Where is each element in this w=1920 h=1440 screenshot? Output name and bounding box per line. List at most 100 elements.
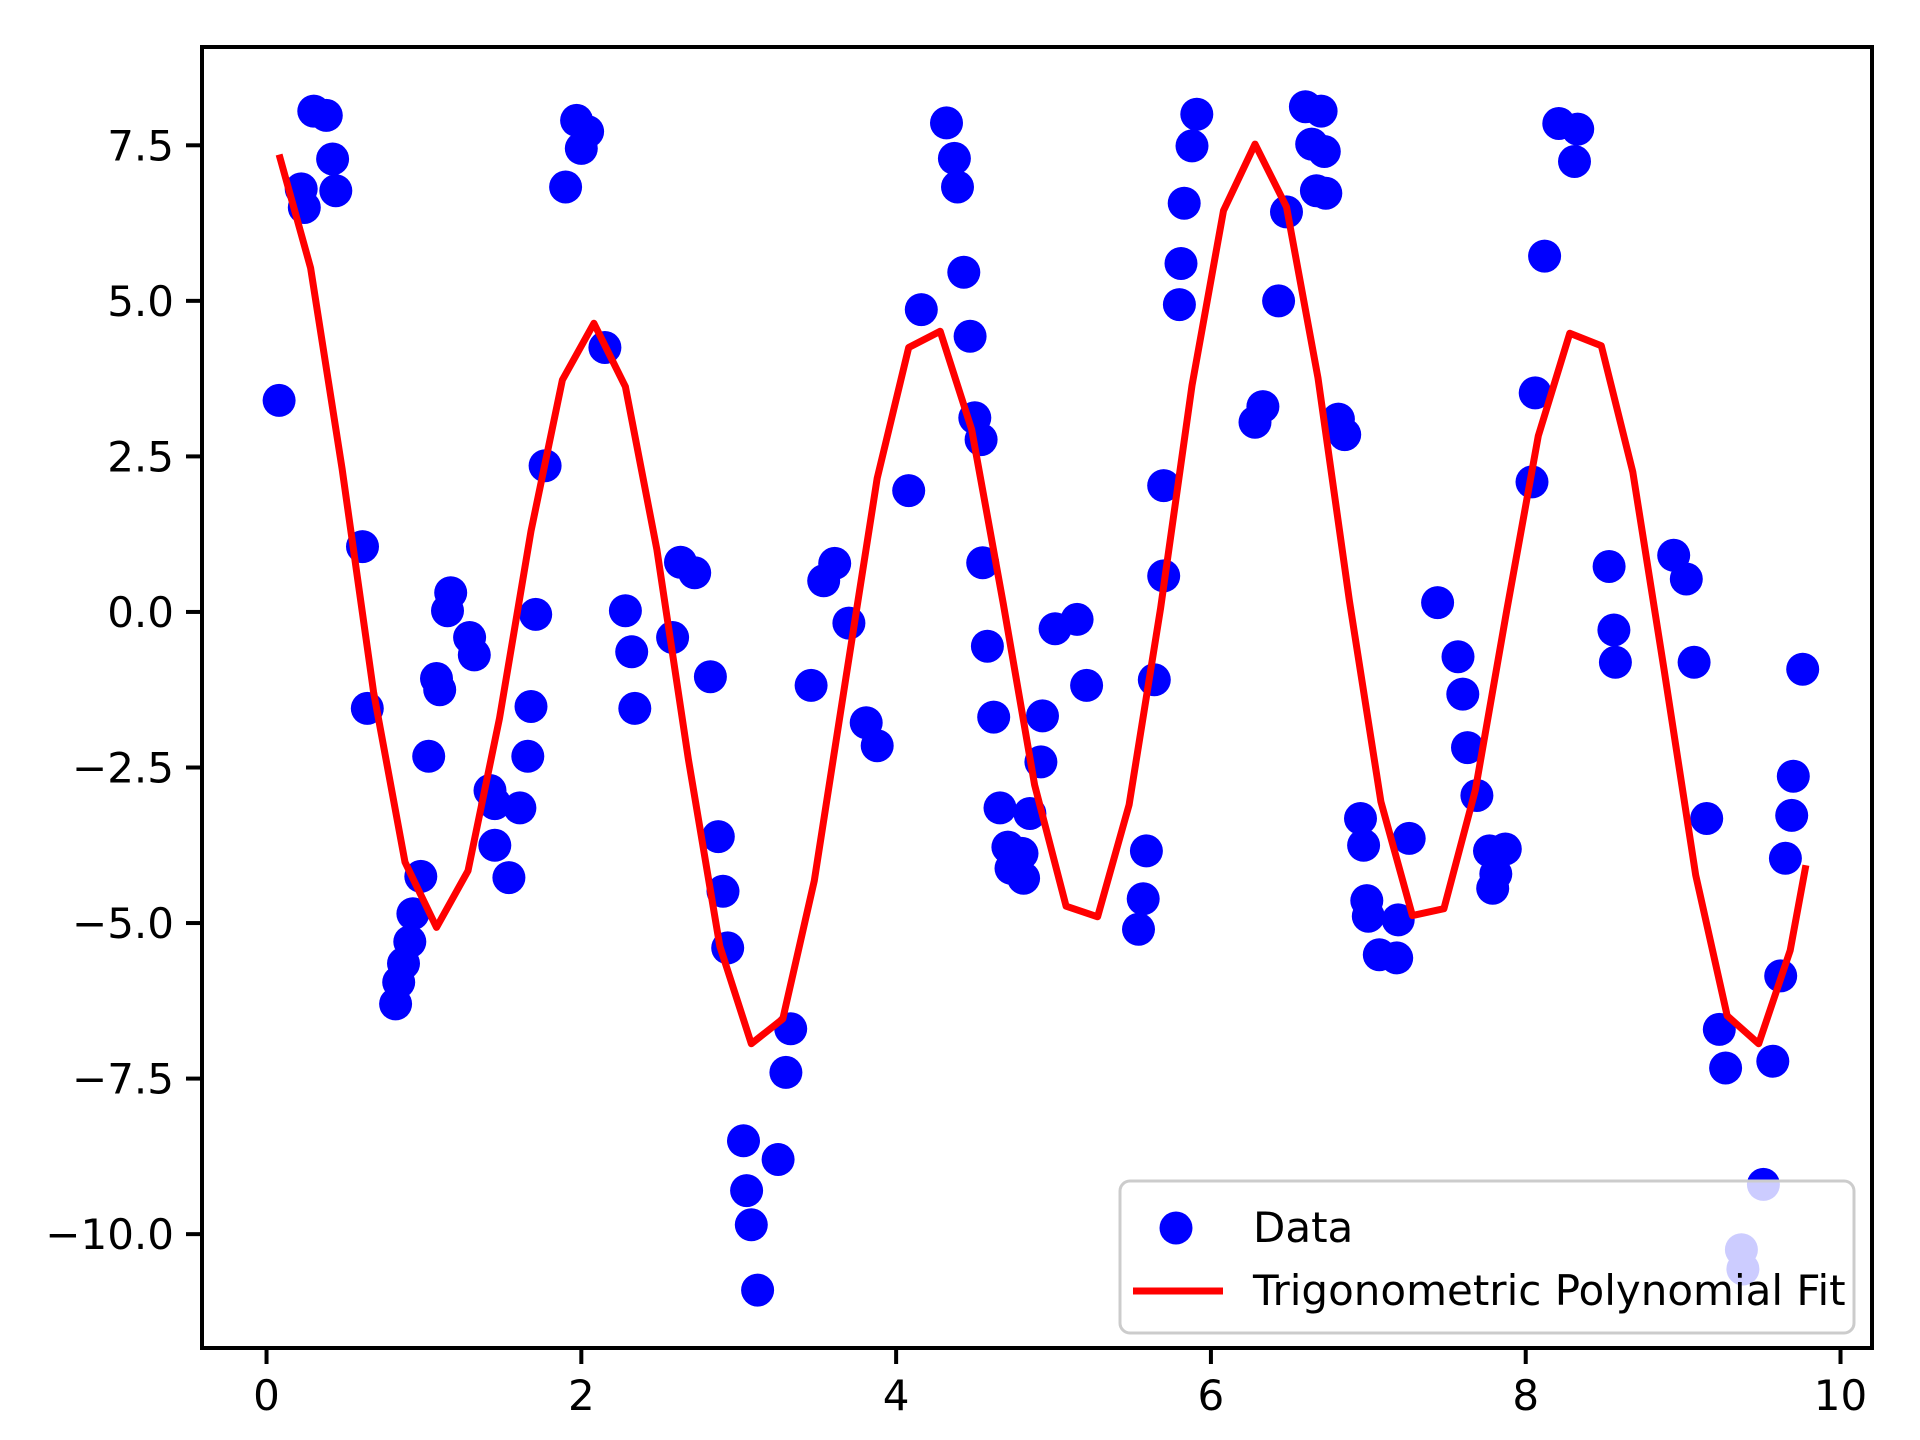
data-point <box>904 293 938 327</box>
data-point <box>1164 247 1198 280</box>
data-point <box>514 690 548 723</box>
data-point <box>1147 469 1181 503</box>
x-tick-label: 4 <box>883 1371 910 1420</box>
data-point <box>741 1273 775 1307</box>
data-point <box>434 576 468 610</box>
data-point <box>511 739 545 773</box>
data-point <box>615 635 649 669</box>
data-point <box>1129 834 1163 868</box>
data-point <box>319 174 353 208</box>
data-point <box>1070 668 1104 702</box>
legend-label-fit: Trigonometric Polynomial Fit <box>1252 1266 1846 1315</box>
data-point <box>571 115 605 149</box>
data-point <box>1392 821 1426 855</box>
data-point <box>396 897 430 931</box>
data-point <box>941 170 974 204</box>
data-point <box>1451 731 1484 765</box>
data-point <box>608 594 642 628</box>
data-point <box>1528 239 1562 273</box>
data-point <box>1304 94 1338 128</box>
data-point <box>860 729 894 763</box>
data-point <box>832 606 866 640</box>
legend-box <box>1118 1179 1856 1335</box>
x-tick-label: 6 <box>1198 1371 1225 1420</box>
data-point <box>1167 186 1201 220</box>
data-point <box>892 474 926 508</box>
data-point <box>549 170 583 204</box>
data-point <box>977 700 1011 734</box>
y-tick-label: 5.0 <box>107 277 174 326</box>
data-point <box>1122 912 1155 946</box>
x-tick-label: 0 <box>253 1371 280 1420</box>
x-tick-label: 2 <box>568 1371 595 1420</box>
data-point <box>478 828 512 862</box>
data-point <box>774 1012 808 1046</box>
data-point <box>1180 97 1214 131</box>
data-point <box>1246 390 1280 424</box>
data-point <box>761 1143 795 1176</box>
data-point <box>1488 832 1522 866</box>
data-point <box>678 556 712 590</box>
data-point <box>1007 861 1041 895</box>
data-point <box>794 668 828 702</box>
data-point <box>262 383 296 417</box>
data-point <box>1677 645 1711 679</box>
data-point <box>818 546 852 580</box>
data-point <box>1307 135 1341 168</box>
data-point <box>693 660 727 694</box>
data-point <box>1775 798 1809 832</box>
data-point <box>1126 882 1160 916</box>
data-point <box>769 1055 803 1089</box>
data-point <box>930 106 963 140</box>
data-point <box>983 791 1017 825</box>
scatter-series <box>262 90 1820 1307</box>
data-point <box>1421 586 1455 620</box>
data-point <box>1558 145 1591 178</box>
data-point <box>309 98 343 132</box>
y-tick-label: 0.0 <box>107 588 174 637</box>
x-tick-label: 8 <box>1512 1371 1539 1420</box>
data-point <box>1446 677 1480 711</box>
data-point <box>734 1208 768 1242</box>
data-point <box>970 629 1004 663</box>
x-tick-label: 10 <box>1814 1371 1867 1420</box>
data-point <box>1669 562 1703 596</box>
data-point <box>423 673 457 707</box>
y-tick-label: 7.5 <box>107 121 174 170</box>
data-point <box>1344 802 1377 835</box>
data-point <box>947 255 981 289</box>
data-point <box>1262 284 1296 318</box>
data-point <box>1026 699 1059 733</box>
data-point <box>412 739 446 773</box>
data-point <box>1175 129 1209 163</box>
data-point <box>1162 288 1196 322</box>
data-point <box>1786 652 1820 686</box>
data-point <box>1309 176 1343 210</box>
data-point <box>1597 613 1631 647</box>
data-point <box>503 791 537 825</box>
fit-line-series <box>275 140 1810 1048</box>
data-point <box>1561 112 1595 146</box>
data-point <box>1598 645 1632 679</box>
data-point <box>457 638 491 672</box>
data-point <box>1381 903 1415 937</box>
y-tick-label: −2.5 <box>72 743 174 792</box>
legend: Data Trigonometric Polynomial Fit <box>1118 1179 1856 1335</box>
fit-curve-path <box>275 140 1810 1048</box>
data-point <box>1709 1051 1743 1085</box>
data-point <box>1005 836 1039 870</box>
axes-frame <box>200 45 1874 1350</box>
data-point <box>1060 602 1094 636</box>
data-point <box>1328 418 1362 452</box>
data-point <box>492 861 526 895</box>
data-point <box>1592 550 1626 583</box>
data-point <box>1756 1044 1790 1078</box>
legend-label-data: Data <box>1253 1203 1353 1252</box>
data-point <box>1351 899 1385 933</box>
data-point <box>316 142 350 176</box>
data-point <box>1518 376 1552 410</box>
legend-scatter-marker-icon <box>1159 1211 1193 1245</box>
data-point <box>701 820 735 854</box>
